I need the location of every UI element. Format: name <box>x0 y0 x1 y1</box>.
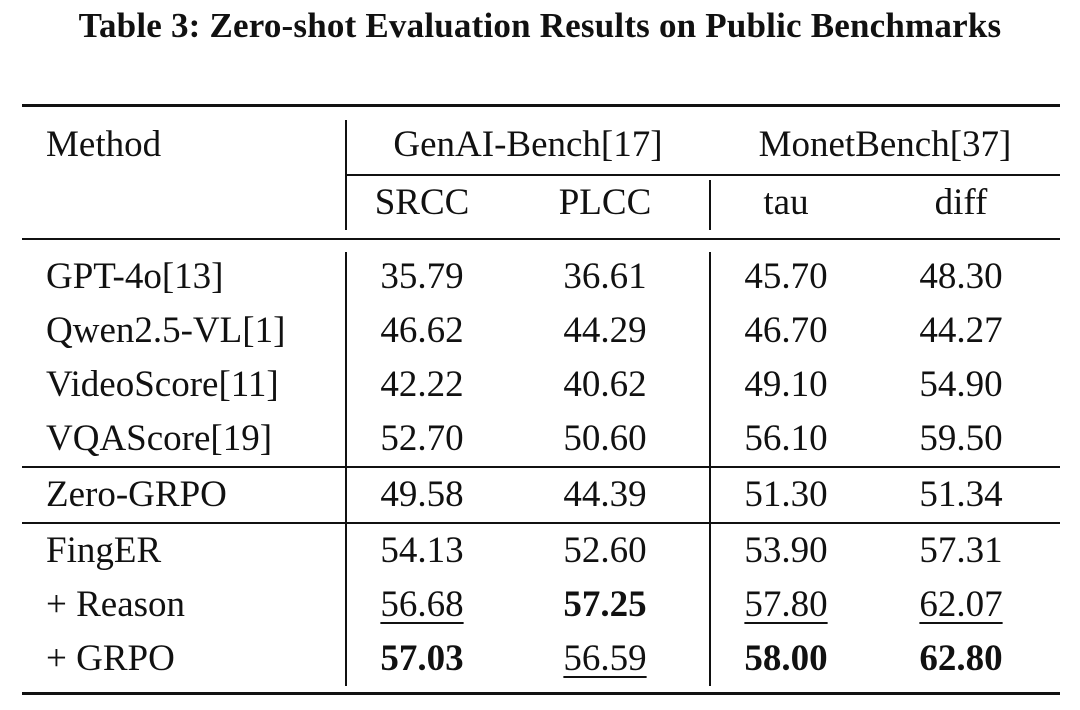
method-separator <box>345 120 347 230</box>
monetbench-header: MonetBench[37] <box>758 124 1012 165</box>
method-cell: Qwen2.5-VL[1] <box>46 310 286 351</box>
section-rule-2 <box>22 522 1060 524</box>
value-cell: 57.03 <box>380 638 464 679</box>
top-rule <box>22 104 1060 107</box>
section-rule-1 <box>22 466 1060 468</box>
value-cell: 40.62 <box>563 364 647 405</box>
plcc-header: PLCC <box>558 182 652 223</box>
table-title: Table 3: Zero-shot Evaluation Results on… <box>78 6 1002 45</box>
value-cell: 51.34 <box>919 474 1003 515</box>
method-cell: FingER <box>46 530 162 571</box>
method-cell: VideoScore[11] <box>46 364 279 405</box>
value-cell: 49.10 <box>744 364 828 405</box>
underlined-value: 57.80 <box>744 584 828 625</box>
value-cell: 62.07 <box>876 580 1046 630</box>
method-cell: GPT-4o[13] <box>46 256 224 297</box>
value-cell: 58.00 <box>744 638 828 679</box>
underlined-value: 62.07 <box>919 584 1003 625</box>
value-cell: 52.60 <box>563 530 647 571</box>
bottom-rule <box>22 692 1060 695</box>
srcc-header: SRCC <box>374 182 470 223</box>
value-cell: 51.30 <box>744 474 828 515</box>
benchmark-separator <box>709 180 711 230</box>
value-cell: 49.58 <box>380 474 464 515</box>
value-cell: 56.10 <box>744 418 828 459</box>
value-cell: 53.90 <box>744 530 828 571</box>
method-cell: VQAScore[19] <box>46 418 273 459</box>
value-cell: 46.62 <box>380 310 464 351</box>
diff-header: diff <box>934 182 988 223</box>
value-cell: 36.61 <box>563 256 647 297</box>
method-header: Method <box>46 124 162 165</box>
value-cell: 48.30 <box>919 256 1003 297</box>
underlined-value: 56.68 <box>380 584 464 625</box>
genai-bench-header: GenAI-Bench[17] <box>393 124 663 165</box>
group-rule <box>346 174 1060 176</box>
value-cell: 57.25 <box>563 584 647 625</box>
value-cell: 44.29 <box>563 310 647 351</box>
value-cell: 50.60 <box>563 418 647 459</box>
value-cell: 44.27 <box>919 310 1003 351</box>
value-cell: 56.68 <box>337 580 507 630</box>
value-cell: 54.90 <box>919 364 1003 405</box>
value-cell: 57.80 <box>701 580 871 630</box>
benchmark-separator-body <box>709 252 711 686</box>
header-rule <box>22 238 1060 240</box>
value-cell: 45.70 <box>744 256 828 297</box>
method-cell: Zero-GRPO <box>46 474 227 515</box>
method-separator-body <box>345 252 347 686</box>
value-cell: 52.70 <box>380 418 464 459</box>
underlined-value: 56.59 <box>563 638 647 679</box>
value-cell: 35.79 <box>380 256 464 297</box>
method-cell: + Reason <box>46 584 186 625</box>
value-cell: 57.31 <box>919 530 1003 571</box>
value-cell: 46.70 <box>744 310 828 351</box>
value-cell: 54.13 <box>380 530 464 571</box>
value-cell: 62.80 <box>919 638 1003 679</box>
value-cell: 56.59 <box>520 634 690 684</box>
value-cell: 44.39 <box>563 474 647 515</box>
value-cell: 42.22 <box>380 364 464 405</box>
tau-header: tau <box>763 182 809 223</box>
method-cell: + GRPO <box>46 638 175 679</box>
value-cell: 59.50 <box>919 418 1003 459</box>
